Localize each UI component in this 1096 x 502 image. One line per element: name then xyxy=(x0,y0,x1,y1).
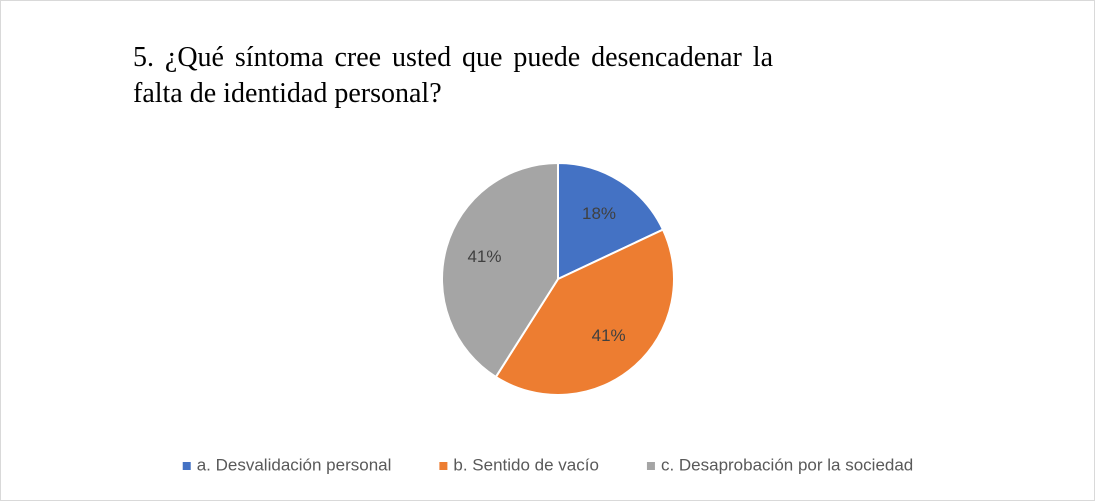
legend-swatch xyxy=(182,462,191,470)
data-label: 41% xyxy=(592,326,626,345)
legend-swatch xyxy=(439,462,448,470)
legend-label: a. Desvalidación personal xyxy=(197,455,392,474)
legend-label: b. Sentido de vacío xyxy=(453,455,599,474)
pie-slice xyxy=(441,161,559,379)
data-label: 41% xyxy=(467,247,501,266)
legend-swatch xyxy=(646,462,655,470)
data-label: 18% xyxy=(582,204,616,223)
pie-slice xyxy=(494,228,675,396)
chart-title: 5. ¿Qué síntoma cree usted que puede des… xyxy=(133,42,773,109)
pie-slice xyxy=(557,161,665,281)
legend-label: c. Desaprobación por la sociedad xyxy=(661,455,913,474)
